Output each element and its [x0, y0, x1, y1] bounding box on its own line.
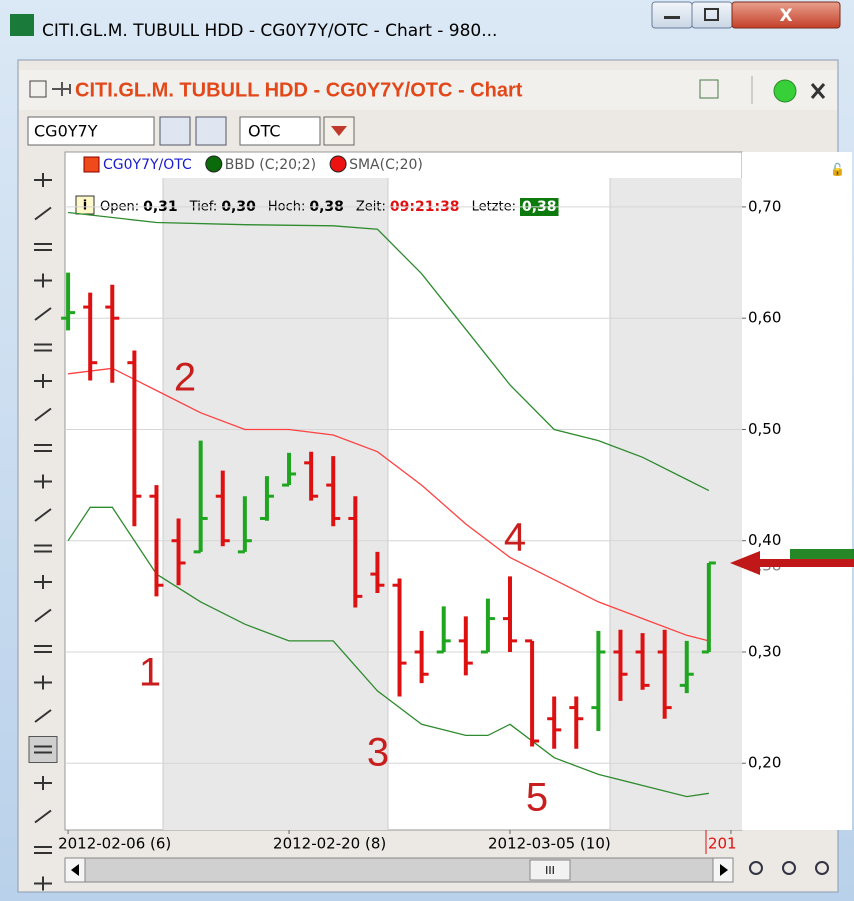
y-tick-label: 0,20: [748, 754, 781, 772]
exchange-input[interactable]: [239, 116, 321, 146]
tool-icon: [34, 876, 52, 891]
y-tick-label: 0,40: [748, 531, 781, 549]
x-tick-label: 2012-02-06 (6): [58, 835, 171, 853]
tool-icon: [34, 846, 52, 854]
panel-header: [19, 70, 837, 110]
scroll-track[interactable]: [84, 857, 714, 883]
tool-icon: [34, 407, 52, 422]
y-tick-label: 0,70: [748, 197, 781, 215]
maximize-icon: [704, 8, 719, 21]
exchange-text: OTC: [248, 122, 281, 141]
legend-label: BBD (C;20;2): [225, 157, 316, 173]
chart-type-button[interactable]: [159, 116, 191, 146]
scroll-right-arrow: [720, 864, 728, 876]
annotation: 5: [526, 776, 548, 820]
tool-icon: [34, 575, 52, 589]
annotation: 4: [504, 516, 526, 560]
legend-swatch: [83, 156, 100, 173]
tool-icon: [34, 809, 52, 824]
minimize-icon: [664, 16, 680, 19]
detach-icon[interactable]: [29, 80, 47, 98]
close-icon: X: [779, 6, 792, 26]
scroll-left-arrow: [71, 864, 79, 876]
x-tick-label: 2012-03-05 (10): [488, 835, 611, 853]
pointer-arrow: [730, 550, 854, 575]
legend-label: CG0Y7Y/OTC: [103, 157, 192, 173]
tools: [28, 173, 58, 891]
scroll-thumb[interactable]: [529, 859, 571, 881]
shaded-band: [610, 178, 742, 830]
x-tick-label: 201: [708, 835, 737, 853]
tool-icon: [34, 709, 52, 723]
compare-button[interactable]: [195, 116, 227, 146]
tool-icon: [34, 745, 52, 754]
tool-icon: [34, 608, 52, 623]
y-axis-area: [742, 152, 852, 830]
lock-icon[interactable]: 🔓: [830, 163, 845, 177]
zoom-in[interactable]: [749, 861, 763, 875]
tool-icon: [34, 508, 52, 522]
tool-icon: [34, 343, 52, 352]
legend-label: SMA(C;20): [349, 157, 423, 173]
annotation: 2: [174, 356, 196, 400]
app-icon: [10, 14, 34, 36]
zoom-out[interactable]: [782, 861, 796, 875]
close-button[interactable]: [731, 1, 841, 29]
lower-band: [67, 506, 709, 798]
symbol-text: CG0Y7Y: [34, 122, 98, 141]
pointer-tail: [790, 548, 854, 559]
tool-icon: [34, 273, 52, 288]
minimize-button[interactable]: [651, 1, 693, 29]
maximize-button[interactable]: [691, 1, 733, 29]
tool-icon: [34, 307, 52, 321]
info-glyph: i: [83, 199, 87, 214]
upper-band: [68, 211, 710, 492]
y-tick-label: 0,30: [748, 642, 781, 660]
tool-icon: [34, 544, 52, 553]
panel-title: CITI.GL.M. TUBULL HDD - CG0Y7Y/OTC - Cha…: [75, 79, 523, 101]
x-tick-label: 2012-02-20 (8): [273, 835, 386, 853]
annotation: 3: [367, 731, 389, 775]
legend-swatch: [205, 155, 223, 173]
window-title: CITI.GL.M. TUBULL HDD - CG0Y7Y/OTC - Cha…: [42, 21, 497, 41]
panel-close[interactable]: [810, 83, 826, 99]
tool-icon: [34, 776, 52, 790]
dropdown-arrow: [331, 126, 347, 136]
pin-icon[interactable]: [52, 82, 71, 96]
legend-swatch: [329, 155, 347, 173]
tool-icon: [34, 675, 52, 690]
tool-icon: [34, 444, 52, 452]
y-tick-label: 0,60: [748, 309, 781, 327]
tool-icon: [34, 374, 52, 388]
link-icon[interactable]: [699, 79, 719, 99]
scroll-thumb-grip: III: [545, 864, 555, 877]
tool-icon: [34, 206, 52, 221]
tool-icon: [34, 173, 52, 187]
status-indicator: [773, 79, 797, 103]
tool-icon: [34, 645, 52, 653]
y-tick-label: 0,50: [748, 420, 781, 438]
symbol-input[interactable]: [27, 116, 155, 146]
annotation: 1: [139, 651, 161, 695]
tool-icon: [34, 474, 52, 489]
sma-line: [68, 367, 710, 642]
tool-button[interactable]: [28, 736, 58, 763]
tool-icon: [34, 243, 52, 251]
zoom-reset[interactable]: [815, 861, 829, 875]
